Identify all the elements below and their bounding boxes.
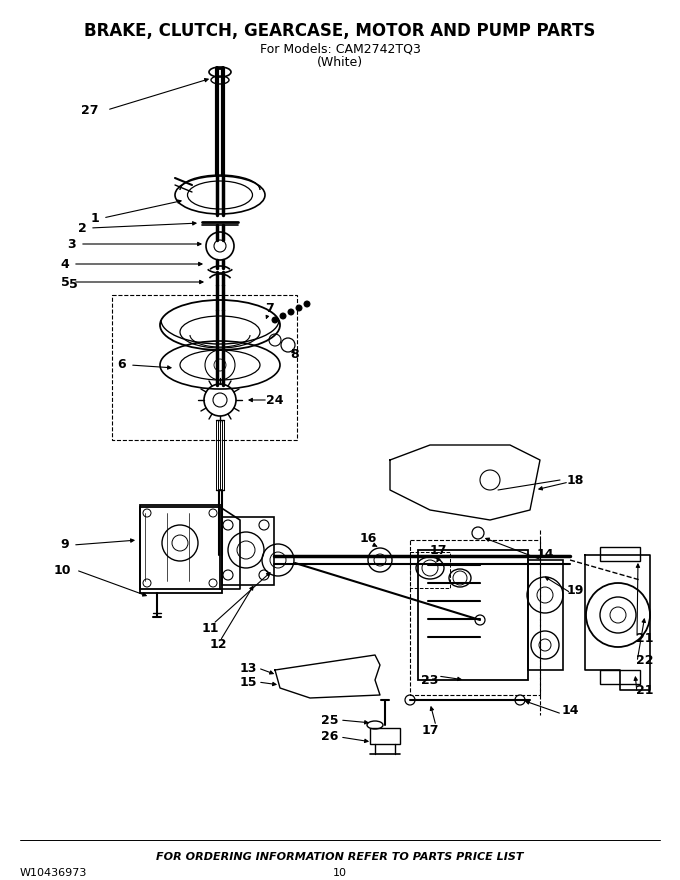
Text: 25: 25 <box>321 714 339 727</box>
Circle shape <box>280 313 286 319</box>
Text: 14: 14 <box>561 703 579 716</box>
Bar <box>370 728 400 744</box>
Text: 22: 22 <box>636 654 653 666</box>
Text: W10436973: W10436973 <box>20 868 87 878</box>
Text: 7: 7 <box>266 302 274 314</box>
Bar <box>112 295 297 440</box>
Bar <box>140 505 222 593</box>
Text: 8: 8 <box>290 348 299 362</box>
Text: 5: 5 <box>61 275 69 289</box>
Text: 3: 3 <box>68 238 76 251</box>
Text: 16: 16 <box>359 532 377 545</box>
Bar <box>600 670 640 684</box>
Text: 18: 18 <box>566 473 583 487</box>
Text: For Models: CAM2742TQ3: For Models: CAM2742TQ3 <box>260 42 420 55</box>
Text: 11: 11 <box>201 621 219 634</box>
Bar <box>410 540 540 695</box>
Text: 5: 5 <box>69 278 78 291</box>
Text: 23: 23 <box>422 673 439 686</box>
Text: FOR ORDERING INFORMATION REFER TO PARTS PRICE LIST: FOR ORDERING INFORMATION REFER TO PARTS … <box>156 852 524 862</box>
Circle shape <box>288 309 294 315</box>
Text: 17: 17 <box>421 723 439 737</box>
Text: 26: 26 <box>322 730 339 744</box>
Circle shape <box>272 317 278 323</box>
Text: 4: 4 <box>61 258 69 270</box>
Text: 24: 24 <box>267 393 284 407</box>
Text: 27: 27 <box>81 104 99 116</box>
Circle shape <box>296 305 302 311</box>
Text: 2: 2 <box>78 222 86 234</box>
Bar <box>528 560 563 670</box>
Text: 13: 13 <box>239 662 256 674</box>
Text: 17: 17 <box>429 544 447 556</box>
Text: 14: 14 <box>537 548 554 561</box>
Text: 19: 19 <box>566 583 583 597</box>
Bar <box>418 550 528 680</box>
Bar <box>410 552 450 588</box>
Text: 21: 21 <box>636 684 653 696</box>
Text: 10: 10 <box>333 868 347 878</box>
Text: 10: 10 <box>53 563 71 576</box>
Text: 9: 9 <box>61 539 69 552</box>
Bar <box>600 547 640 561</box>
Text: 12: 12 <box>209 639 226 651</box>
Text: 6: 6 <box>118 358 126 371</box>
Text: 15: 15 <box>239 676 257 688</box>
Bar <box>222 517 274 585</box>
Text: BRAKE, CLUTCH, GEARCASE, MOTOR AND PUMP PARTS: BRAKE, CLUTCH, GEARCASE, MOTOR AND PUMP … <box>84 22 596 40</box>
Text: 1: 1 <box>90 211 99 224</box>
Bar <box>140 507 220 589</box>
Text: 21: 21 <box>636 632 653 644</box>
Circle shape <box>304 301 310 307</box>
Text: (White): (White) <box>317 56 363 69</box>
